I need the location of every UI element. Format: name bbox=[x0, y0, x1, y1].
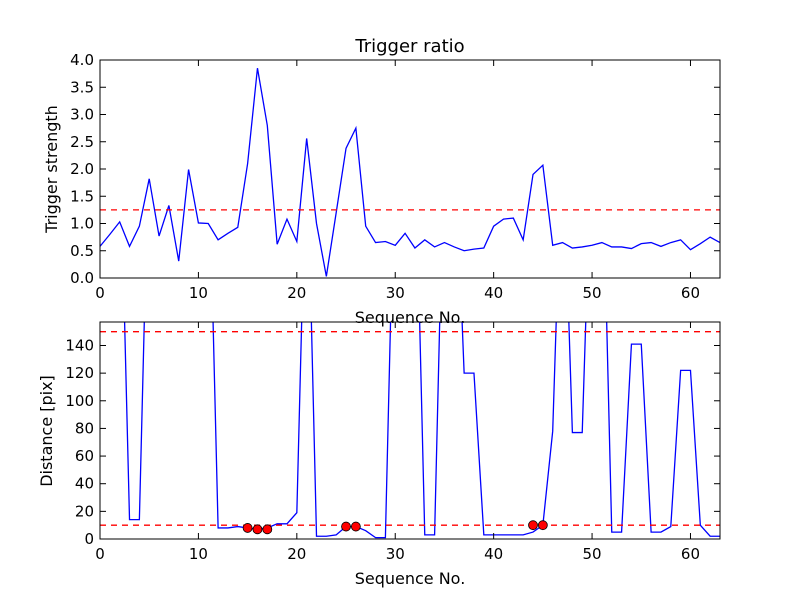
x-tick-label: 20 bbox=[287, 545, 306, 563]
trigger-marker bbox=[252, 524, 263, 535]
y-tick-label: 1.0 bbox=[70, 215, 94, 233]
series-line bbox=[100, 68, 720, 277]
x-axis-label: Sequence No. bbox=[355, 569, 466, 588]
chart-title: Trigger ratio bbox=[354, 36, 464, 57]
x-tick-label: 60 bbox=[681, 545, 700, 563]
series-line bbox=[123, 322, 720, 539]
y-tick-label: 120 bbox=[65, 364, 94, 382]
y-axis-label: Distance [pix] bbox=[37, 375, 56, 487]
x-tick-label: 60 bbox=[681, 284, 700, 302]
x-axis-label: Sequence No. bbox=[355, 308, 466, 327]
plot-frame bbox=[99, 321, 721, 540]
trigger-marker bbox=[242, 523, 253, 533]
x-tick-label: 50 bbox=[583, 284, 602, 302]
trigger-marker bbox=[262, 524, 273, 535]
trigger-marker bbox=[537, 520, 548, 531]
y-tick-label: 0 bbox=[84, 530, 94, 548]
x-tick-label: 30 bbox=[386, 284, 405, 302]
x-tick-label: 30 bbox=[386, 545, 405, 563]
trigger-ratio-panel: Trigger ratio Sequence No. Trigger stren… bbox=[42, 36, 721, 327]
y-tick-label: 80 bbox=[75, 419, 94, 437]
y-tick-label: 100 bbox=[65, 392, 94, 410]
trigger-marker bbox=[350, 521, 361, 532]
y-tick-label: 0.0 bbox=[70, 269, 94, 287]
y-tick-label: 2.5 bbox=[70, 133, 94, 151]
y-tick-label: 40 bbox=[75, 475, 94, 493]
y-tick-label: 60 bbox=[75, 447, 94, 465]
y-tick-label: 1.5 bbox=[70, 187, 94, 205]
x-tick-label: 10 bbox=[189, 284, 208, 302]
distance-panel: Sequence No. Distance [pix] 0 10 20 30 40 50 6… bbox=[37, 321, 721, 588]
x-tick-label: 40 bbox=[484, 545, 503, 563]
plot-frame bbox=[99, 59, 721, 279]
x-tick-label: 20 bbox=[287, 284, 306, 302]
x-tick-label: 0 bbox=[95, 284, 105, 302]
x-tick-label: 10 bbox=[189, 545, 208, 563]
y-tick-label: 20 bbox=[75, 502, 94, 520]
trigger-marker bbox=[341, 521, 351, 532]
trigger-marker bbox=[528, 520, 538, 531]
x-tick-label: 50 bbox=[583, 545, 602, 563]
y-tick-label: 140 bbox=[65, 336, 94, 354]
y-tick-label: 2.0 bbox=[70, 160, 94, 178]
y-tick-label: 4.0 bbox=[70, 51, 94, 69]
y-tick-label: 3.0 bbox=[70, 106, 94, 124]
y-tick-label: 0.5 bbox=[70, 242, 94, 260]
y-axis-label: Trigger strength bbox=[42, 105, 61, 234]
x-tick-label: 40 bbox=[484, 284, 503, 302]
x-tick-label: 0 bbox=[95, 545, 105, 563]
y-tick-label: 3.5 bbox=[70, 78, 94, 96]
